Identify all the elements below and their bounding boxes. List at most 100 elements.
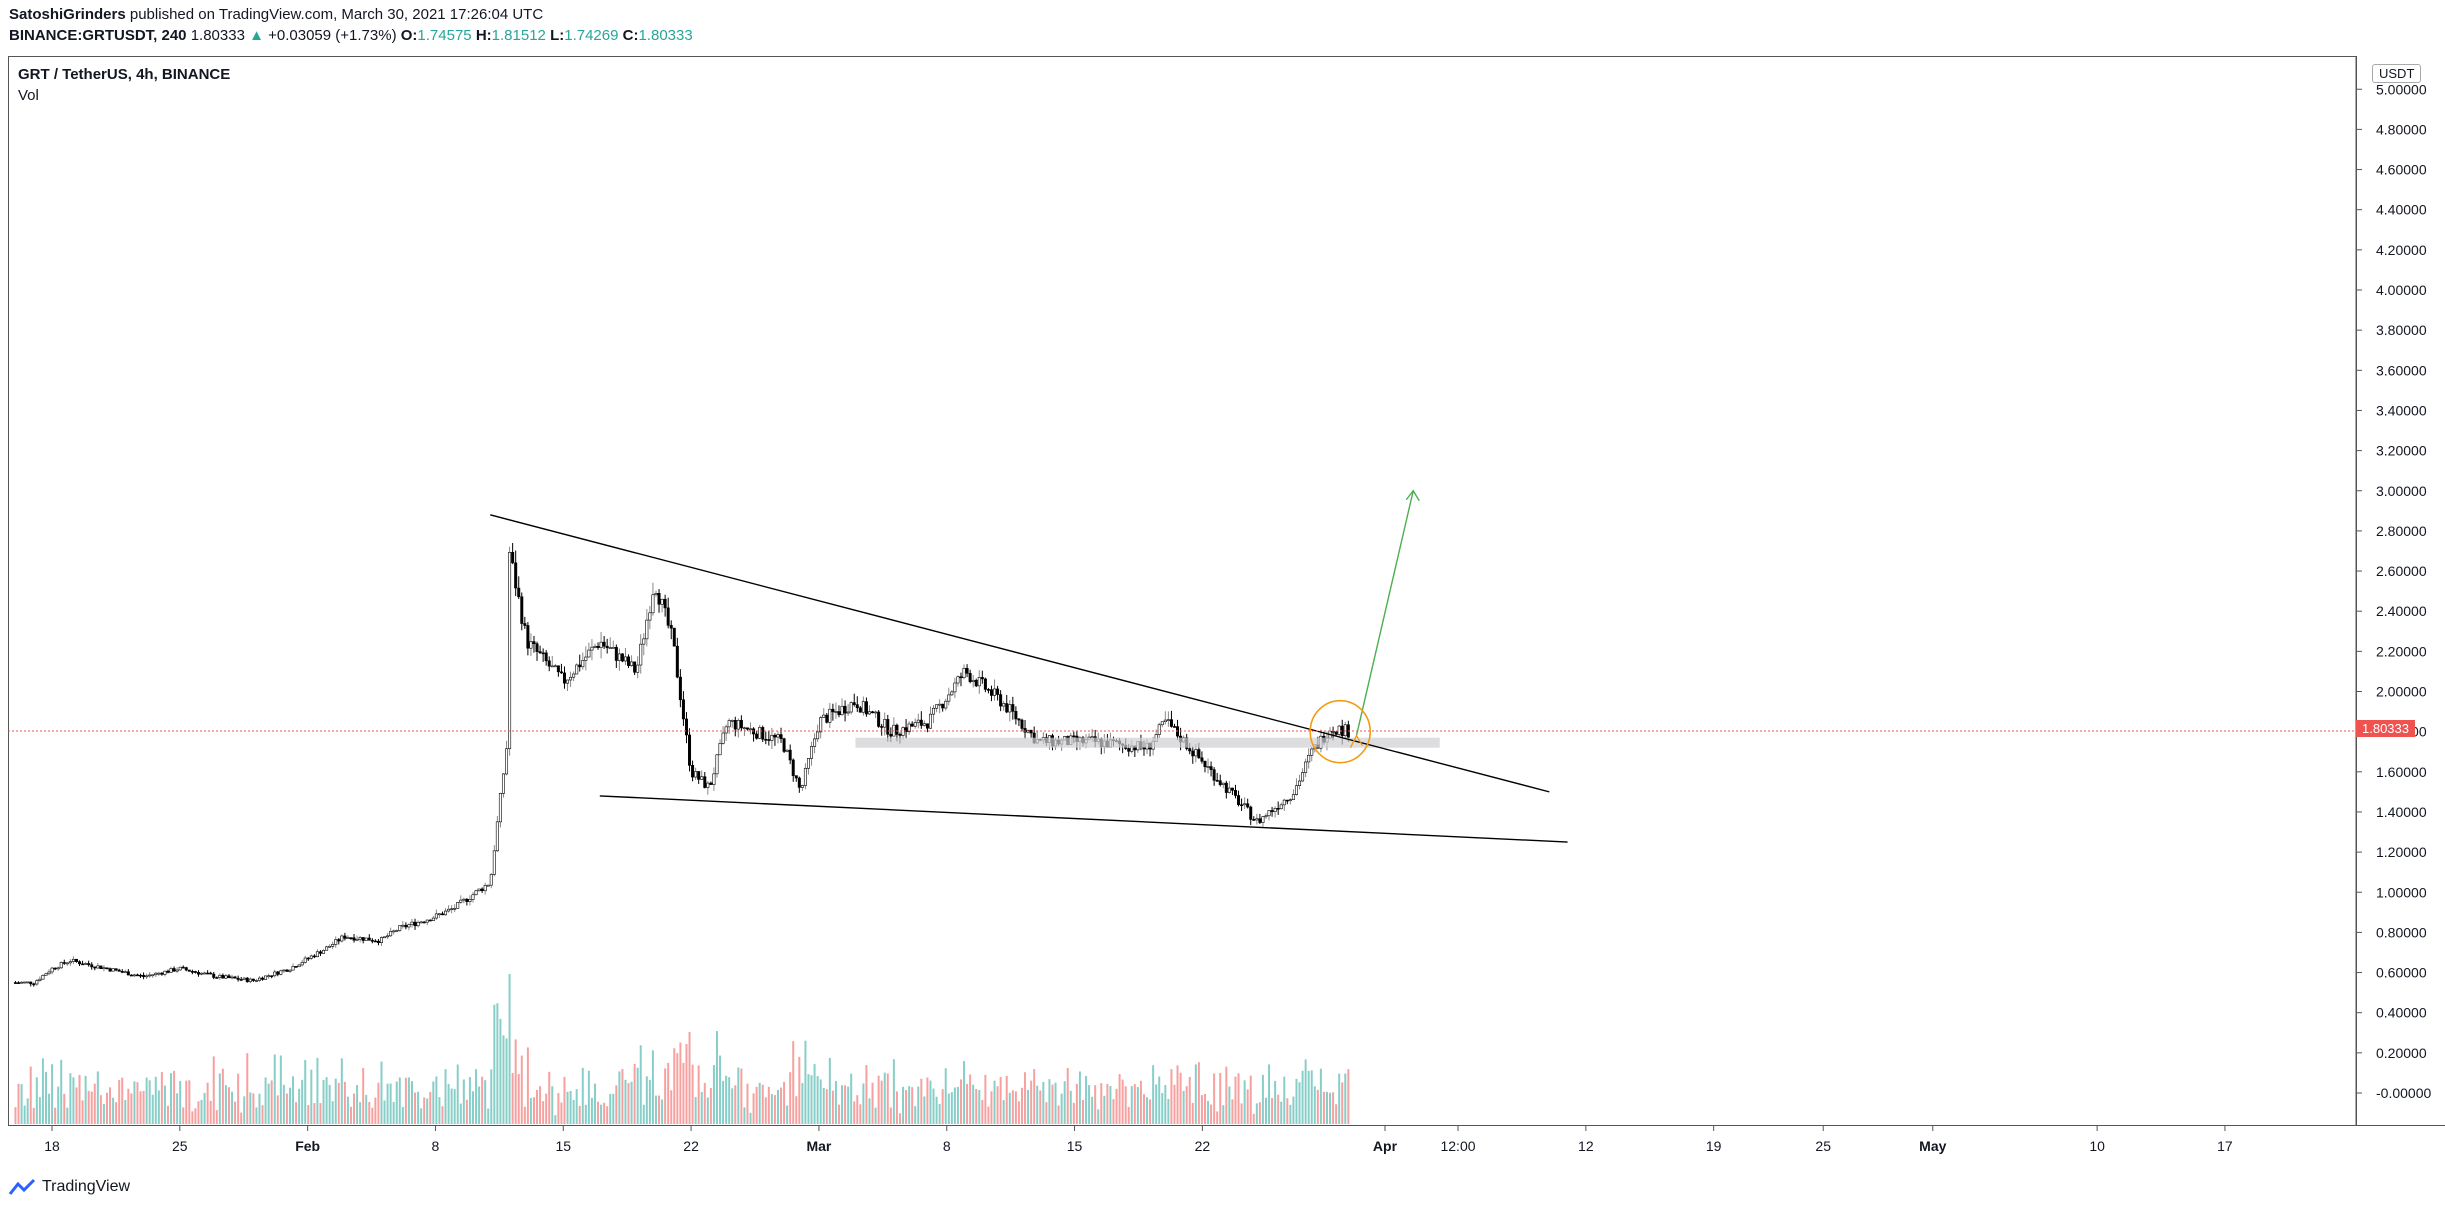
candle-body: [1218, 780, 1222, 785]
volume-bar: [749, 1112, 752, 1124]
candle-body: [581, 660, 585, 668]
candle-body: [688, 734, 692, 766]
volume-bar: [566, 1091, 569, 1124]
price-tick-label: 4.20000: [2376, 242, 2427, 258]
volume-bar: [740, 1068, 743, 1124]
price-tick-label: -0.00000: [2376, 1085, 2431, 1101]
volume-bar: [944, 1068, 947, 1124]
volume-bar: [664, 1068, 667, 1124]
candle-body: [508, 552, 512, 750]
candle-body: [87, 963, 91, 966]
volume-bar: [593, 1083, 596, 1124]
candle-body: [358, 937, 362, 940]
volume-bar: [505, 1038, 508, 1124]
candle-body: [74, 958, 78, 962]
candle-body: [1169, 719, 1173, 727]
volume-bar: [1179, 1072, 1182, 1124]
volume-bar: [868, 1098, 871, 1124]
candle-body: [718, 743, 722, 756]
volume-bar: [1295, 1078, 1298, 1124]
volume-bar: [548, 1071, 551, 1124]
candle-body: [81, 963, 85, 966]
candle-body: [120, 971, 124, 973]
volume-bar: [57, 1086, 60, 1124]
volume-bar: [999, 1076, 1002, 1124]
volume-bar: [310, 1069, 313, 1124]
candle-body: [877, 711, 881, 727]
candle-body: [922, 723, 926, 726]
candle-body: [587, 649, 591, 658]
volume-bar: [371, 1107, 374, 1124]
volume-bar: [554, 1115, 557, 1124]
volume-bar: [789, 1072, 792, 1124]
price-tick-label: 1.00000: [2376, 884, 2427, 900]
volume-bar: [1149, 1099, 1152, 1124]
candle-body: [1267, 810, 1271, 817]
volume-bar: [322, 1080, 325, 1124]
volume-bar: [676, 1053, 679, 1124]
volume-bar: [215, 1110, 218, 1124]
volume-bar: [423, 1097, 426, 1124]
volume-bar: [380, 1061, 383, 1124]
candle-body: [1264, 815, 1268, 818]
candle-body: [126, 971, 130, 976]
volume-bar: [889, 1107, 892, 1124]
published-text: published on TradingView.com, March 30, …: [129, 6, 544, 23]
candle-body: [65, 962, 69, 965]
volume-bar: [435, 1076, 438, 1124]
volume-bar: [679, 1042, 682, 1124]
candle-body: [270, 975, 274, 977]
price-tick-label: 1.40000: [2376, 804, 2427, 820]
volume-bar: [963, 1060, 966, 1124]
candle-body: [938, 703, 942, 706]
footer-logo[interactable]: TradingView: [8, 1178, 130, 1196]
volume-bar: [758, 1082, 761, 1124]
volume-bar: [173, 1070, 176, 1124]
volume-bar: [1161, 1092, 1164, 1124]
volume-bar: [737, 1067, 740, 1124]
volume-bar: [575, 1089, 578, 1124]
volume-bar: [1268, 1064, 1271, 1124]
candle-body: [13, 982, 17, 984]
volume-bar: [1203, 1094, 1206, 1124]
candle-body: [819, 717, 823, 733]
author-name[interactable]: SatoshiGrinders: [9, 6, 126, 23]
candle-body: [1276, 808, 1280, 810]
candle-body: [919, 719, 923, 726]
volume-bar: [26, 1098, 29, 1124]
candle-body: [254, 980, 258, 982]
candle-body: [602, 641, 606, 647]
candle-body: [248, 978, 252, 983]
volume-bar: [1158, 1076, 1161, 1124]
volume-bar: [1033, 1069, 1036, 1124]
time-tick-label: 8: [943, 1138, 951, 1154]
candle-body: [1160, 721, 1164, 726]
candle-body: [1215, 779, 1219, 782]
candle-body: [257, 977, 261, 981]
candle-body: [1163, 719, 1167, 723]
time-tick-label: 10: [2089, 1138, 2105, 1154]
volume-bar: [1222, 1105, 1225, 1124]
currency-badge[interactable]: USDT: [2372, 64, 2422, 83]
volume-bar: [1286, 1098, 1289, 1124]
volume-bar: [240, 1112, 243, 1124]
retest-arrowhead: [1349, 734, 1364, 749]
candle-body: [736, 719, 740, 730]
low-label: L:: [550, 27, 565, 44]
candle-body: [1279, 804, 1283, 810]
volume-bar: [914, 1106, 917, 1124]
footer-brand: TradingView: [42, 1178, 131, 1195]
candle-body: [413, 921, 417, 927]
candle-body: [1157, 724, 1161, 735]
volume-bar: [1094, 1085, 1097, 1124]
volume-bar: [654, 1095, 657, 1124]
ohlc-legend: BINANCE:GRTUSDT, 240 1.80333 ▲ +0.03059 …: [9, 27, 693, 45]
candle-body: [523, 623, 527, 626]
candle-body: [675, 645, 679, 678]
volume-bar: [844, 1085, 847, 1124]
candle-body: [1090, 736, 1094, 738]
candle-body: [535, 643, 539, 652]
volume-bar: [298, 1088, 301, 1124]
candle-body: [334, 939, 338, 945]
